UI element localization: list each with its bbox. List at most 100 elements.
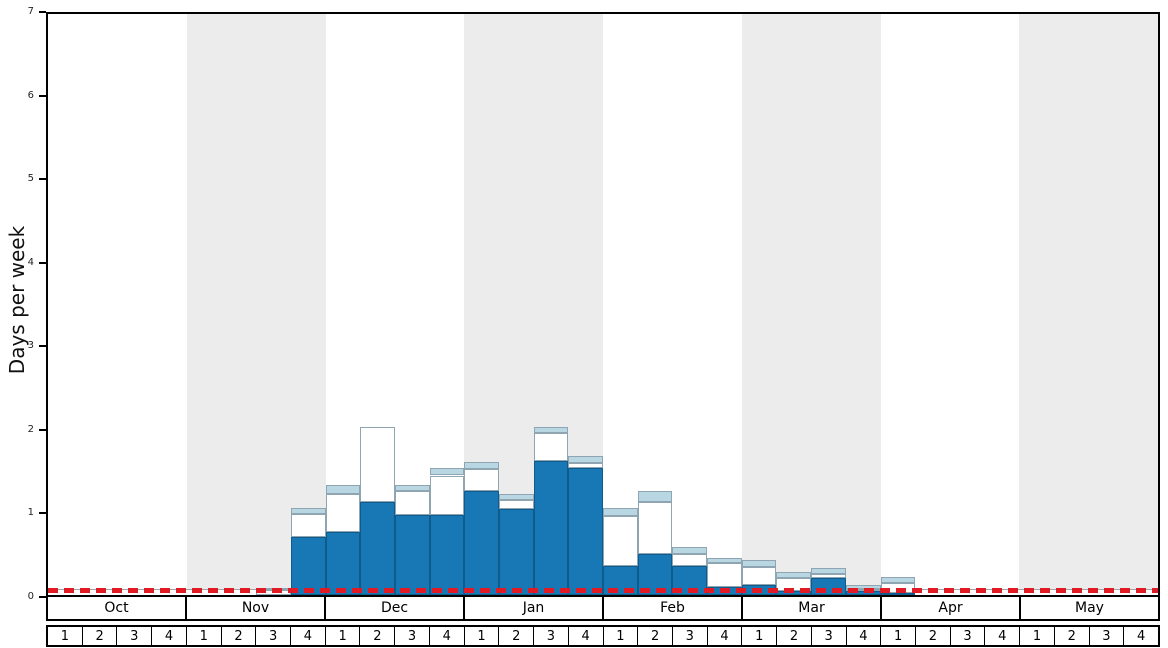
bar-segment-light-snow-days	[776, 571, 812, 579]
month-label-nov: Nov	[185, 597, 324, 619]
bar-segment-light-snow-days	[741, 560, 777, 567]
bar-segment-light-snow-days	[394, 484, 430, 492]
bar-segment-light-snow-days	[533, 426, 569, 434]
month-label-apr: Apr	[880, 597, 1019, 619]
week-label: 2	[776, 627, 811, 645]
bar-group-mar-w2	[776, 14, 812, 595]
bar-segment-heavy-snow-days	[429, 514, 465, 595]
bar-segment-light-snow-days	[672, 546, 708, 554]
week-label: 2	[81, 627, 117, 645]
y-tick-mark	[39, 11, 46, 13]
week-label: 1	[185, 627, 221, 645]
bar-group-jan-w2	[498, 14, 534, 595]
month-label-jan: Jan	[463, 597, 602, 619]
week-label: 1	[463, 627, 499, 645]
y-tick-label: 3	[27, 340, 34, 352]
month-band-mar	[741, 14, 881, 595]
week-label: 3	[949, 627, 985, 645]
reference-line	[48, 587, 1158, 593]
month-band-may	[1019, 14, 1158, 595]
bar-segment-light-snow-days	[811, 567, 846, 575]
week-label: 4	[151, 627, 186, 645]
bar-group-dec-w4	[429, 14, 465, 595]
bar-segment-moderate-snow-days	[498, 500, 534, 509]
month-band-nov	[186, 14, 326, 595]
bar-segment-moderate-snow-days	[325, 493, 361, 532]
bar-segment-moderate-snow-days	[533, 433, 569, 461]
bar-group-mar-w3	[811, 14, 846, 595]
bar-segment-heavy-snow-days	[880, 593, 916, 595]
week-label: 2	[637, 627, 672, 645]
bar-segment-moderate-snow-days	[394, 491, 430, 515]
week-label: 4	[706, 627, 742, 645]
week-label: 1	[60, 628, 69, 644]
bar-group-jan-w4	[568, 14, 603, 595]
y-tick-mark	[39, 596, 46, 598]
week-label: 3	[394, 627, 429, 645]
week-label: 1	[1019, 627, 1054, 645]
bar-segment-heavy-snow-days	[360, 502, 395, 595]
month-label-oct: Oct	[104, 600, 129, 616]
week-label: 2	[1053, 627, 1089, 645]
bar-segment-light-snow-days	[290, 507, 326, 514]
bar-segment-moderate-snow-days	[290, 513, 326, 537]
plot-area	[46, 12, 1160, 597]
bar-segment-moderate-snow-days	[811, 574, 846, 579]
bar-segment-light-snow-days	[498, 493, 534, 501]
week-label: 2	[220, 627, 256, 645]
week-label: 4	[984, 627, 1019, 645]
bar-group-nov-w4	[290, 14, 326, 595]
month-bands	[48, 14, 1158, 595]
bar-segment-moderate-snow-days	[464, 468, 499, 492]
y-tick-mark	[39, 94, 46, 97]
week-label: 3	[533, 627, 568, 645]
week-label: 3	[1088, 627, 1124, 645]
bar-segment-moderate-snow-days	[603, 516, 638, 566]
week-label: 4	[290, 627, 325, 645]
week-label: 3	[116, 627, 151, 645]
week-label: 3	[671, 627, 707, 645]
month-axis: Oct Nov Dec Jan Feb Mar Apr May	[46, 595, 1160, 621]
bar-segment-light-snow-days	[880, 576, 916, 584]
bar-segment-heavy-snow-days	[533, 460, 569, 595]
week-label: 2	[498, 627, 533, 645]
week-label: 3	[255, 627, 290, 645]
bars-layer	[48, 14, 1158, 595]
bar-segment-light-snow-days	[603, 507, 638, 517]
y-tick-label: 7	[27, 6, 34, 17]
week-label: 4	[845, 627, 881, 645]
bar-segment-moderate-snow-days	[429, 475, 465, 515]
week-label: 1	[324, 627, 360, 645]
bar-segment-moderate-snow-days	[360, 426, 395, 503]
y-tick-mark	[39, 428, 46, 431]
bar-segment-light-snow-days	[707, 557, 742, 564]
bar-segment-light-snow-days	[429, 468, 465, 476]
week-label: 4	[567, 627, 603, 645]
bar-segment-heavy-snow-days	[464, 491, 499, 595]
bar-segment-heavy-snow-days	[290, 536, 326, 595]
bar-segment-heavy-snow-days	[568, 468, 603, 595]
month-label-mar: Mar	[741, 597, 880, 619]
month-label-dec: Dec	[324, 597, 463, 619]
bar-group-dec-w1	[325, 14, 361, 595]
y-tick-mark	[39, 178, 46, 181]
bar-group-feb-w1	[603, 14, 638, 595]
bar-segment-light-snow-days	[568, 456, 603, 464]
bar-group-mar-w1	[741, 14, 777, 595]
week-label: 1	[602, 627, 638, 645]
y-tick-mark	[39, 261, 46, 264]
week-label: 2	[359, 627, 394, 645]
bar-group-mar-w4	[845, 14, 881, 595]
bar-group-feb-w2	[637, 14, 673, 595]
bar-segment-light-snow-days	[464, 462, 499, 469]
bar-segment-moderate-snow-days	[637, 502, 673, 554]
bar-group-dec-w2	[360, 14, 395, 595]
y-tick-label: 0	[27, 591, 34, 602]
y-tick-mark	[39, 345, 46, 348]
bar-group-jan-w1	[464, 14, 499, 595]
bar-segment-moderate-snow-days	[568, 463, 603, 469]
y-tick-mark	[39, 512, 46, 515]
bar-segment-moderate-snow-days	[707, 563, 742, 587]
bar-group-dec-w3	[394, 14, 430, 595]
